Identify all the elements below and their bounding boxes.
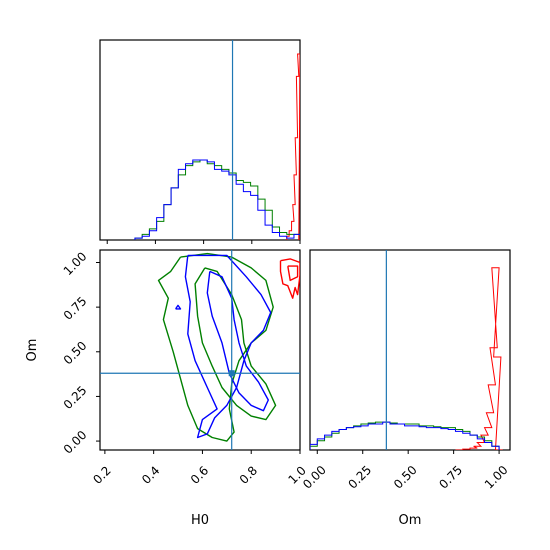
contour-xtick-label-1: 0.4 bbox=[139, 463, 162, 486]
contour-xlabel: H0 bbox=[191, 513, 209, 528]
hist-om-xtick-label-0: 0.00 bbox=[300, 463, 329, 492]
hist-om-xtick-label-4: 1.00 bbox=[482, 463, 511, 492]
hist-H0-series-green bbox=[134, 159, 300, 240]
contour-ylabel: Om bbox=[25, 339, 40, 362]
contour-ytick-label-0: 0.00 bbox=[61, 428, 90, 457]
hist-om-panel: 0.00 0.25 0.50 0.75 1.00 bbox=[300, 249, 511, 492]
contour-ytick-label-2: 0.50 bbox=[61, 339, 90, 368]
contour-red-1 bbox=[287, 265, 299, 282]
hist-h0-panel bbox=[99, 39, 301, 244]
contour-green-2 bbox=[157, 252, 274, 442]
contour-ytick-label-1: 0.25 bbox=[61, 383, 90, 412]
hist-om-frame bbox=[309, 249, 511, 451]
contour-marks bbox=[157, 252, 300, 442]
hist-Om-series-red bbox=[455, 267, 503, 450]
hist-H0-series-blue bbox=[134, 159, 300, 240]
contour-panel: 0.2 0.4 0.6 0.8 1.00.000.250.500.751.00 bbox=[61, 249, 309, 487]
truth-point bbox=[228, 370, 235, 377]
contour-blue-4 bbox=[184, 254, 272, 439]
contour-green-3 bbox=[194, 267, 277, 421]
contour-xtick-label-2: 0.6 bbox=[188, 463, 211, 486]
hist-om-xlabel: Om bbox=[399, 513, 422, 528]
contour-xtick-label-3: 0.8 bbox=[237, 463, 260, 486]
contour-ytick-label-3: 0.75 bbox=[61, 294, 90, 323]
hist-om-xtick-label-3: 0.75 bbox=[436, 463, 465, 492]
hist-H0-series-red bbox=[286, 53, 300, 240]
contour-blue-5 bbox=[206, 270, 269, 412]
hist-Om-series-blue bbox=[310, 421, 500, 450]
contour-frame bbox=[99, 249, 301, 451]
hist-Om-marks bbox=[310, 267, 503, 450]
hist-H0-marks bbox=[134, 53, 300, 240]
contour-xtick-label-0: 0.2 bbox=[90, 463, 113, 486]
contour-blue-6 bbox=[175, 304, 182, 310]
hist-h0-frame bbox=[99, 39, 301, 241]
contour-ytick-label-4: 1.00 bbox=[61, 249, 90, 278]
hist-om-xtick-label-1: 0.25 bbox=[346, 463, 375, 492]
hist-om-xtick-label-2: 0.50 bbox=[391, 463, 420, 492]
contour-red-0 bbox=[279, 258, 300, 299]
